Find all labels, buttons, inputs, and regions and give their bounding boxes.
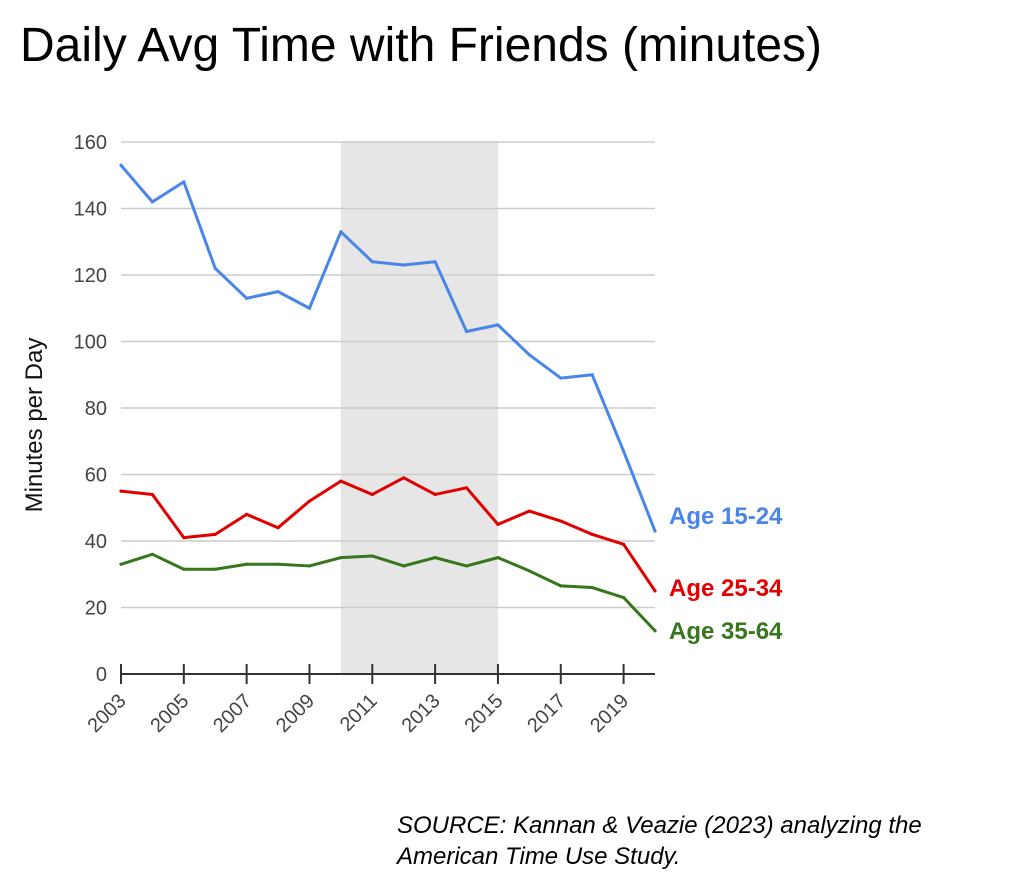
data-point-s1-2007 [245,296,249,300]
data-point-s2-2010 [339,479,343,483]
y-tick-label-160: 160 [74,132,107,154]
y-tick-label-0: 0 [96,664,107,686]
series-line-2 [119,476,657,593]
series-line-3 [119,552,657,633]
data-point-s3-2008 [276,562,280,566]
data-point-s2-2015 [496,522,500,526]
data-point-s1-2015 [496,323,500,327]
x-tick-label-2003: 2003 [84,690,131,737]
data-point-s3-2015 [496,556,500,560]
data-point-s3-2005 [182,567,186,571]
data-point-s2-2016 [527,509,531,513]
y-tick-label-120: 120 [74,265,107,287]
source-note: SOURCE: Kannan & Veazie (2023) analyzing… [397,810,922,872]
data-point-s3-2013 [433,556,437,560]
y-axis-title: Minutes per Day [21,338,48,513]
data-point-s1-2013 [433,260,437,264]
y-tick-label-60: 60 [85,465,107,487]
data-point-s2-2014 [464,486,469,490]
data-point-s1-2017 [559,376,563,380]
data-point-s3-2010 [339,556,343,560]
data-point-s1-2014 [464,329,469,334]
data-point-s1-2010 [339,230,343,234]
data-point-s3-2007 [245,562,249,566]
data-point-s3-2006 [213,567,217,571]
data-point-s1-2018 [590,373,594,377]
data-point-s3-2003 [119,562,123,566]
data-point-s1-2012 [402,263,406,267]
data-point-s3-2009 [307,564,312,568]
y-tick-label-20: 20 [85,598,107,620]
data-point-s1-2019 [621,449,626,453]
data-point-s2-2013 [433,492,437,497]
data-point-s1-2020 [653,529,657,533]
gridlines [121,141,655,609]
data-point-s2-2018 [590,532,594,536]
source-line-1: SOURCE: Kannan & Veazie (2023) analyzing… [397,812,922,839]
data-point-s2-2004 [150,492,155,497]
data-point-s3-2014 [464,564,469,568]
data-point-s2-2006 [213,532,217,536]
data-point-s2-2008 [276,526,280,530]
data-point-s1-2008 [276,290,280,294]
y-tick-labels: 0 20 40 60 80 100 120 140 160 [74,132,107,686]
x-tick-label-2011: 2011 [336,690,382,736]
x-tick-label-2007: 2007 [209,690,256,737]
data-point-s2-2012 [402,476,406,480]
data-point-s3-2019 [621,595,626,600]
data-point-s1-2004 [150,200,155,204]
data-point-s2-2019 [621,542,626,546]
series-label-3: Age 35-64 [669,618,783,645]
x-tick-label-2013: 2013 [398,690,445,737]
chart-title: Daily Avg Time with Friends (minutes) [20,19,823,72]
x-tick-labels: 2003 2005 2007 2009 2011 2013 2015 2017 2019 [84,690,634,737]
x-tick-label-2017: 2017 [523,690,570,737]
data-point-s1-2009 [307,306,312,310]
data-point-s2-2011 [370,492,374,497]
data-point-s2-2020 [653,589,657,593]
series-lines [119,163,657,633]
data-point-s1-2016 [527,353,531,357]
data-point-s3-2020 [653,629,657,633]
data-point-s1-2011 [370,260,374,264]
x-tick-label-2015: 2015 [460,690,507,737]
x-tick-label-2019: 2019 [586,690,633,737]
data-point-s2-2007 [245,512,249,517]
y-tick-label-40: 40 [85,531,107,553]
data-point-s1-2003 [119,163,123,167]
data-point-s2-2003 [119,489,123,493]
series-labels: Age 15-24 Age 25-34 Age 35-64 [669,503,783,645]
series-line-1 [119,163,657,533]
data-point-s1-2005 [182,180,186,184]
y-tick-label-100: 100 [74,332,107,354]
y-tick-label-140: 140 [74,199,107,221]
series-label-2: Age 25-34 [669,575,783,602]
data-point-s2-2009 [307,499,312,503]
data-point-s3-2004 [150,552,155,556]
axes [120,664,655,684]
data-point-s2-2017 [559,519,563,523]
series-label-1: Age 15-24 [669,503,783,530]
x-tick-label-2009: 2009 [272,690,319,737]
data-point-s3-2011 [370,554,374,558]
source-line-2: American Time Use Study. [397,843,681,870]
data-point-s2-2005 [182,536,186,540]
data-point-s3-2016 [527,569,531,573]
data-point-s1-2006 [213,266,217,270]
data-point-s3-2018 [590,585,594,590]
y-tick-label-80: 80 [85,398,107,420]
data-point-s3-2017 [559,584,563,588]
data-point-s3-2012 [402,564,406,568]
x-tick-label-2005: 2005 [146,690,193,737]
